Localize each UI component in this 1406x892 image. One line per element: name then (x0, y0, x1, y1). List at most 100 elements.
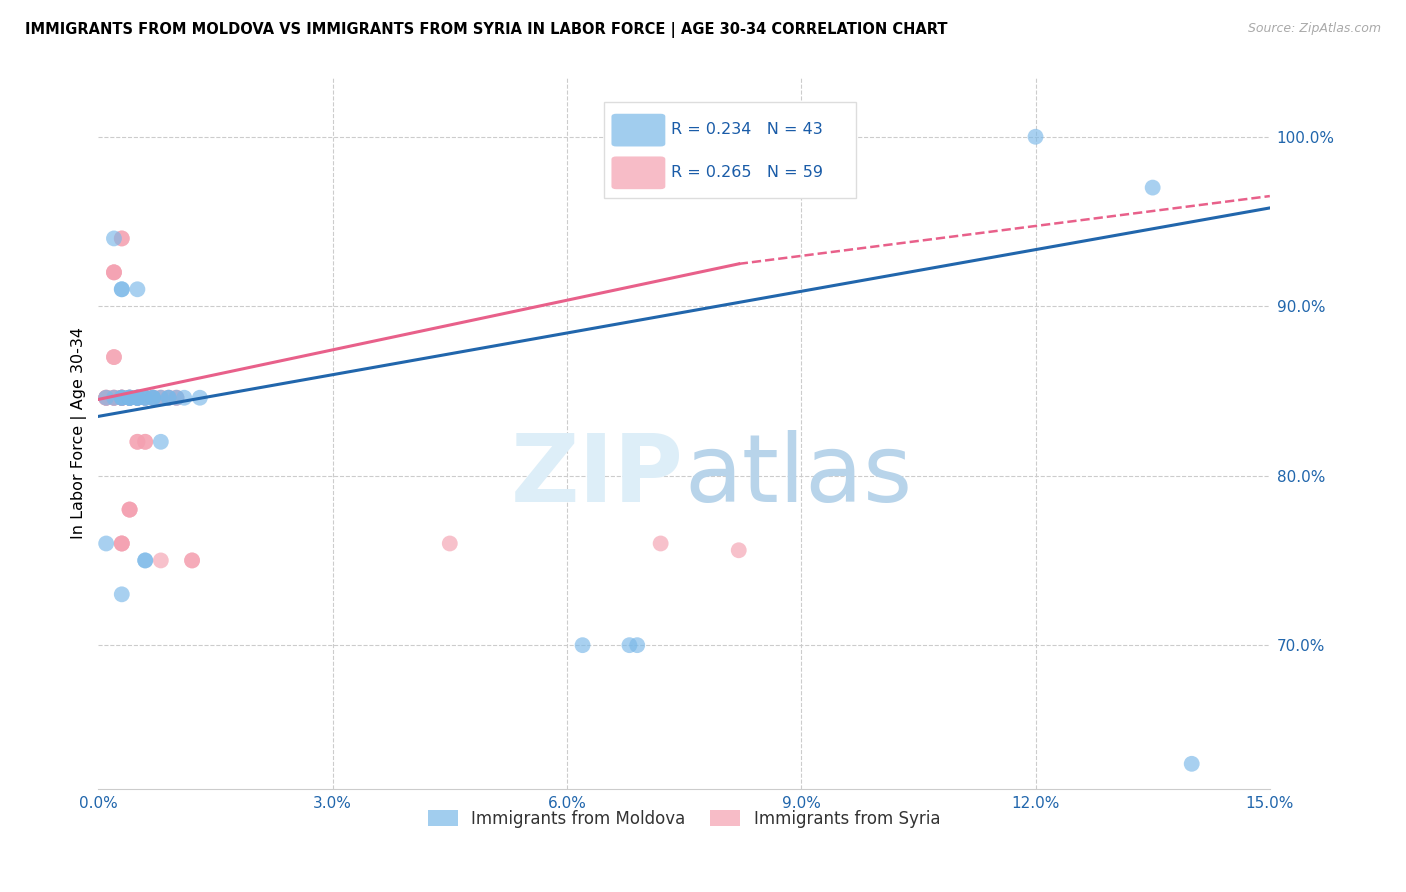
Point (134, 391, 156, 405)
Text: R = 0.234   N = 43: R = 0.234 N = 43 (671, 122, 823, 136)
Point (127, 391, 149, 405)
Point (96, 536, 118, 550)
Point (111, 391, 134, 405)
Point (111, 587, 134, 601)
Point (118, 391, 141, 405)
Point (118, 502, 141, 516)
Point (127, 391, 149, 405)
Point (650, 536, 672, 550)
Point (165, 391, 187, 405)
Legend: Immigrants from Moldova, Immigrants from Syria: Immigrants from Moldova, Immigrants from… (422, 803, 948, 834)
Point (118, 391, 141, 405)
Point (134, 391, 156, 405)
Point (96, 391, 118, 405)
Point (103, 265, 125, 279)
Point (134, 391, 156, 405)
Point (134, 391, 156, 405)
Point (96, 391, 118, 405)
Point (1025, 129, 1047, 144)
Point (96, 391, 118, 405)
Point (134, 553, 156, 567)
Point (127, 391, 149, 405)
Point (111, 391, 134, 405)
Point (111, 391, 134, 405)
Point (127, 391, 149, 405)
Point (157, 391, 180, 405)
Point (103, 391, 125, 405)
Point (142, 391, 165, 405)
Point (111, 536, 134, 550)
Point (127, 391, 149, 405)
Point (111, 391, 134, 405)
Point (111, 391, 134, 405)
Point (118, 391, 141, 405)
Text: R = 0.265   N = 59: R = 0.265 N = 59 (671, 165, 823, 179)
Point (111, 282, 134, 296)
Point (118, 391, 141, 405)
Point (142, 391, 165, 405)
Point (103, 391, 125, 405)
Point (118, 391, 141, 405)
Point (181, 553, 204, 567)
Point (157, 391, 180, 405)
Point (188, 391, 211, 405)
Point (134, 391, 156, 405)
Point (111, 536, 134, 550)
Point (626, 638, 648, 652)
FancyBboxPatch shape (612, 156, 665, 189)
Point (142, 391, 165, 405)
Point (127, 391, 149, 405)
Point (111, 391, 134, 405)
Point (103, 265, 125, 279)
Point (118, 502, 141, 516)
Point (118, 391, 141, 405)
Point (118, 391, 141, 405)
Point (111, 231, 134, 245)
Point (619, 638, 641, 652)
Point (118, 391, 141, 405)
Point (111, 391, 134, 405)
Point (127, 434, 149, 449)
Point (149, 391, 172, 405)
Point (157, 391, 180, 405)
Point (149, 391, 172, 405)
Point (439, 536, 461, 550)
Point (127, 391, 149, 405)
Point (111, 536, 134, 550)
Point (103, 350, 125, 364)
Point (173, 391, 195, 405)
Point (134, 553, 156, 567)
Point (1142, 180, 1164, 194)
Point (571, 638, 593, 652)
Point (149, 553, 172, 567)
Point (727, 543, 749, 558)
Point (1181, 756, 1204, 771)
Point (127, 391, 149, 405)
Point (142, 391, 165, 405)
Point (111, 391, 134, 405)
Text: IMMIGRANTS FROM MOLDOVA VS IMMIGRANTS FROM SYRIA IN LABOR FORCE | AGE 30-34 CORR: IMMIGRANTS FROM MOLDOVA VS IMMIGRANTS FR… (25, 22, 948, 38)
Text: ZIP: ZIP (512, 430, 685, 522)
Point (103, 391, 125, 405)
Point (157, 391, 180, 405)
Point (111, 391, 134, 405)
Y-axis label: In Labor Force | Age 30-34: In Labor Force | Age 30-34 (72, 327, 87, 540)
Point (111, 391, 134, 405)
Point (134, 434, 156, 449)
Point (111, 231, 134, 245)
Text: atlas: atlas (685, 430, 912, 522)
Point (103, 391, 125, 405)
Point (111, 391, 134, 405)
FancyBboxPatch shape (605, 103, 856, 198)
Point (134, 434, 156, 449)
Point (103, 391, 125, 405)
Point (149, 434, 172, 449)
Point (103, 231, 125, 245)
Point (96, 391, 118, 405)
Point (165, 391, 187, 405)
Point (149, 391, 172, 405)
Point (127, 282, 149, 296)
Point (111, 282, 134, 296)
Point (127, 391, 149, 405)
FancyBboxPatch shape (612, 114, 665, 146)
